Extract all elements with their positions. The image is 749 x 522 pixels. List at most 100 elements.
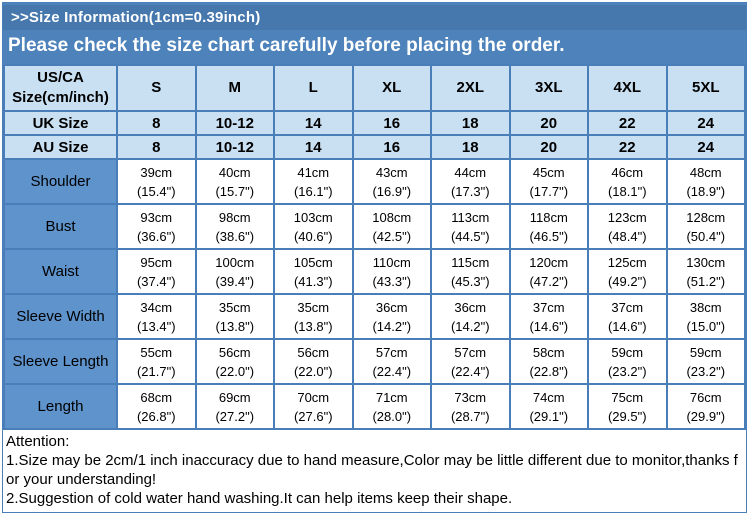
measurement-inch: (37.4") [136, 273, 176, 289]
measurement-cell: 56cm (22.0") [273, 338, 354, 385]
size-value-cell: 8 [116, 134, 197, 160]
measurement-cell: 118cm (46.5") [508, 203, 589, 250]
measurement-cell: 58cm (22.8") [508, 338, 589, 385]
attention-note-1: 1.Size may be 2cm/1 inch inaccuracy due … [6, 452, 738, 488]
measurement-cell: 36cm (14.2") [351, 293, 432, 340]
size-value-cell: 16 [351, 110, 432, 136]
measurement-cm: 76cm [689, 389, 722, 405]
measurement-cm: 110cm [372, 254, 411, 270]
size-value-cell: 22 [587, 110, 668, 136]
measurement-cell: 115cm (45.3") [430, 248, 511, 295]
measurement-cell: 123cm (48.4") [587, 203, 668, 250]
measurement-cell: 38cm (15.0") [665, 293, 746, 340]
measurement-cell: 68cm (26.8") [116, 383, 197, 430]
size-value-cell: 20 [508, 110, 589, 136]
measurement-cm: 108cm [372, 209, 412, 225]
measurement-row: Bust 93cm (36.6") 98cm (38.6") 103cm (40.6") 10… [3, 203, 746, 250]
measurement-cell: 120cm (47.2") [508, 248, 589, 295]
measurement-cell: 103cm (40.6") [273, 203, 354, 250]
measurement-inch: (13.8") [215, 318, 255, 334]
measurement-cm: 55cm [140, 344, 173, 360]
measurement-cm: 56cm [218, 344, 251, 360]
measurement-cm: 105cm [293, 254, 333, 270]
measurement-cm: 100cm [215, 254, 255, 270]
header-row: US/CA Size(cm/inch) S M L XL 2XL 3XL 4XL 5XL [3, 64, 746, 112]
measurement-inch: (36.6") [136, 228, 176, 244]
measurement-cell: 100cm (39.4") [194, 248, 275, 295]
size-value-cell: 22 [587, 134, 668, 160]
measurement-cell: 75cm (29.5") [587, 383, 668, 430]
measurement-cm: 35cm [297, 299, 330, 315]
measurement-cell: 35cm (13.8") [273, 293, 354, 340]
row-label: Sleeve Width [3, 293, 118, 340]
measurement-inch: (21.7") [136, 363, 176, 379]
measurement-cell: 110cm (43.3") [351, 248, 432, 295]
corner-header-line1: US/CA [37, 69, 84, 86]
measurement-cm: 41cm [297, 164, 330, 180]
measurement-cm: 73cm [454, 389, 487, 405]
measurement-cm: 120cm [529, 254, 569, 270]
column-header-l: L [273, 64, 354, 112]
banner-title: >>Size Information(1cm=0.39inch) [3, 5, 746, 30]
measurement-inch: (28.7") [450, 408, 490, 424]
measurement-cell: 95cm (37.4") [116, 248, 197, 295]
attention-title: Attention: [6, 433, 70, 450]
measurement-cm: 95cm [140, 254, 173, 270]
measurement-cm: 40cm [218, 164, 251, 180]
measurement-cell: 113cm (44.5") [430, 203, 511, 250]
measurement-cm: 98cm [218, 209, 251, 225]
measurement-cm: 59cm [689, 344, 722, 360]
measurement-row: Length 68cm (26.8") 69cm (27.2") 70cm (27.6") 7… [3, 383, 746, 430]
measurement-inch: (23.2") [607, 363, 647, 379]
measurement-cm: 130cm [686, 254, 726, 270]
measurement-inch: (14.2") [372, 318, 412, 334]
measurement-inch: (22.8") [529, 363, 569, 379]
measurement-inch: (46.5") [529, 228, 569, 244]
measurement-cell: 57cm (22.4") [351, 338, 432, 385]
measurement-cm: 43cm [375, 164, 408, 180]
row-label: Waist [3, 248, 118, 295]
measurement-inch: (22.0") [215, 363, 255, 379]
measurement-inch: (17.3") [450, 183, 490, 199]
measurement-cm: 118cm [529, 209, 568, 225]
measurement-cm: 103cm [293, 209, 333, 225]
measurement-cell: 98cm (38.6") [194, 203, 275, 250]
measurement-cell: 125cm (49.2") [587, 248, 668, 295]
measurement-cm: 37cm [532, 299, 565, 315]
measurement-cell: 48cm (18.9") [665, 158, 746, 205]
size-table: US/CA Size(cm/inch) S M L XL 2XL 3XL 4XL 5XL UK S… [3, 64, 746, 430]
measurement-row: Shoulder 39cm (15.4") 40cm (15.7") 41cm (16.1"… [3, 158, 746, 205]
measurement-inch: (22.4") [450, 363, 490, 379]
measurement-cell: 71cm (28.0") [351, 383, 432, 430]
measurement-cell: 40cm (15.7") [194, 158, 275, 205]
measurement-row: Sleeve Length 55cm (21.7") 56cm (22.0") 56cm (… [3, 338, 746, 385]
measurement-inch: (42.5") [372, 228, 412, 244]
corner-header: US/CA Size(cm/inch) [3, 64, 118, 112]
measurement-inch: (40.6") [293, 228, 333, 244]
measurement-row: Waist 95cm (37.4") 100cm (39.4") 105cm (41.3")… [3, 248, 746, 295]
measurement-inch: (22.0") [293, 363, 333, 379]
measurement-cell: 37cm (14.6") [587, 293, 668, 340]
measurement-cell: 69cm (27.2") [194, 383, 275, 430]
size-value-cell: 14 [273, 134, 354, 160]
measurement-cell: 105cm (41.3") [273, 248, 354, 295]
measurement-inch: (16.9") [372, 183, 412, 199]
row-label: UK Size [3, 110, 118, 136]
attention-note-2: 2.Suggestion of cold water hand washing.… [6, 490, 513, 507]
measurement-inch: (15.7") [215, 183, 255, 199]
size-value-cell: 18 [430, 134, 511, 160]
measurement-cell: 59cm (23.2") [587, 338, 668, 385]
measurement-cell: 56cm (22.0") [194, 338, 275, 385]
measurement-cm: 128cm [686, 209, 726, 225]
measurement-inch: (16.1") [293, 183, 333, 199]
column-header-s: S [116, 64, 197, 112]
measurement-inch: (45.3") [450, 273, 490, 289]
size-value-cell: 16 [351, 134, 432, 160]
measurement-inch: (26.8") [136, 408, 176, 424]
measurement-cm: 38cm [689, 299, 722, 315]
column-header-3xl: 3XL [508, 64, 589, 112]
measurement-cell: 108cm (42.5") [351, 203, 432, 250]
attention-section: Attention: 1.Size may be 2cm/1 inch inac… [3, 430, 746, 512]
measurement-cm: 35cm [218, 299, 251, 315]
measurement-inch: (48.4") [607, 228, 647, 244]
